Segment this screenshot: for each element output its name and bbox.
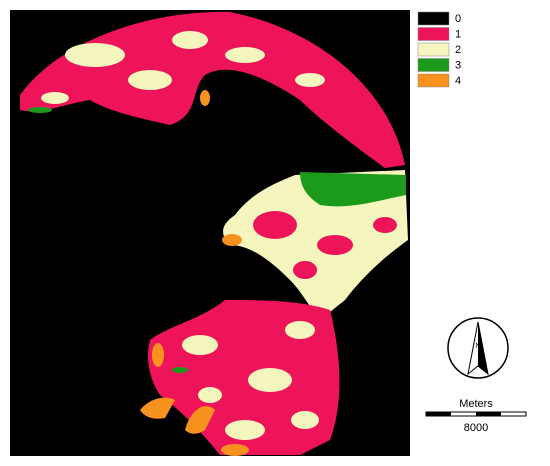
north-arrow: N bbox=[447, 317, 509, 379]
patch bbox=[221, 444, 249, 456]
patch bbox=[317, 235, 353, 255]
patch bbox=[185, 406, 215, 434]
legend-label: 0 bbox=[455, 13, 461, 25]
patch bbox=[172, 31, 208, 49]
patch bbox=[295, 73, 325, 87]
scale-unit: Meters bbox=[459, 398, 493, 410]
legend: 0 1 2 3 4 bbox=[417, 11, 461, 88]
patch bbox=[300, 172, 406, 207]
patch bbox=[152, 343, 164, 367]
scale-bar: Meters 8000 bbox=[425, 398, 527, 434]
patch bbox=[253, 211, 297, 239]
patch bbox=[140, 397, 175, 419]
patch bbox=[41, 92, 69, 104]
legend-swatch bbox=[417, 27, 450, 41]
scale-label: 8000 bbox=[464, 422, 488, 434]
patch bbox=[182, 335, 218, 355]
map-body bbox=[10, 10, 410, 456]
legend-label: 3 bbox=[455, 59, 461, 71]
patch bbox=[222, 234, 242, 246]
patch bbox=[65, 43, 125, 67]
legend-swatch bbox=[417, 11, 450, 26]
legend-label: 1 bbox=[455, 28, 461, 40]
patch bbox=[225, 420, 265, 440]
legend-swatch bbox=[417, 73, 450, 88]
patch bbox=[248, 368, 292, 392]
legend-label: 4 bbox=[455, 75, 461, 87]
patch bbox=[285, 321, 315, 339]
patch bbox=[198, 387, 222, 403]
scale-bar-segment bbox=[476, 412, 501, 416]
patch bbox=[291, 411, 319, 429]
patch bbox=[293, 261, 317, 279]
patch bbox=[128, 70, 172, 90]
legend-label: 2 bbox=[455, 44, 461, 56]
north-arrow-shade bbox=[478, 322, 488, 374]
region-middle bbox=[223, 170, 408, 320]
patch bbox=[172, 367, 188, 373]
patch bbox=[28, 107, 52, 113]
patch bbox=[200, 90, 210, 106]
scale-bar-segment bbox=[426, 412, 451, 416]
legend-swatch bbox=[417, 58, 450, 72]
legend-swatch bbox=[417, 42, 450, 57]
patch bbox=[373, 217, 397, 233]
patch bbox=[225, 47, 265, 63]
north-label: N bbox=[475, 343, 480, 350]
